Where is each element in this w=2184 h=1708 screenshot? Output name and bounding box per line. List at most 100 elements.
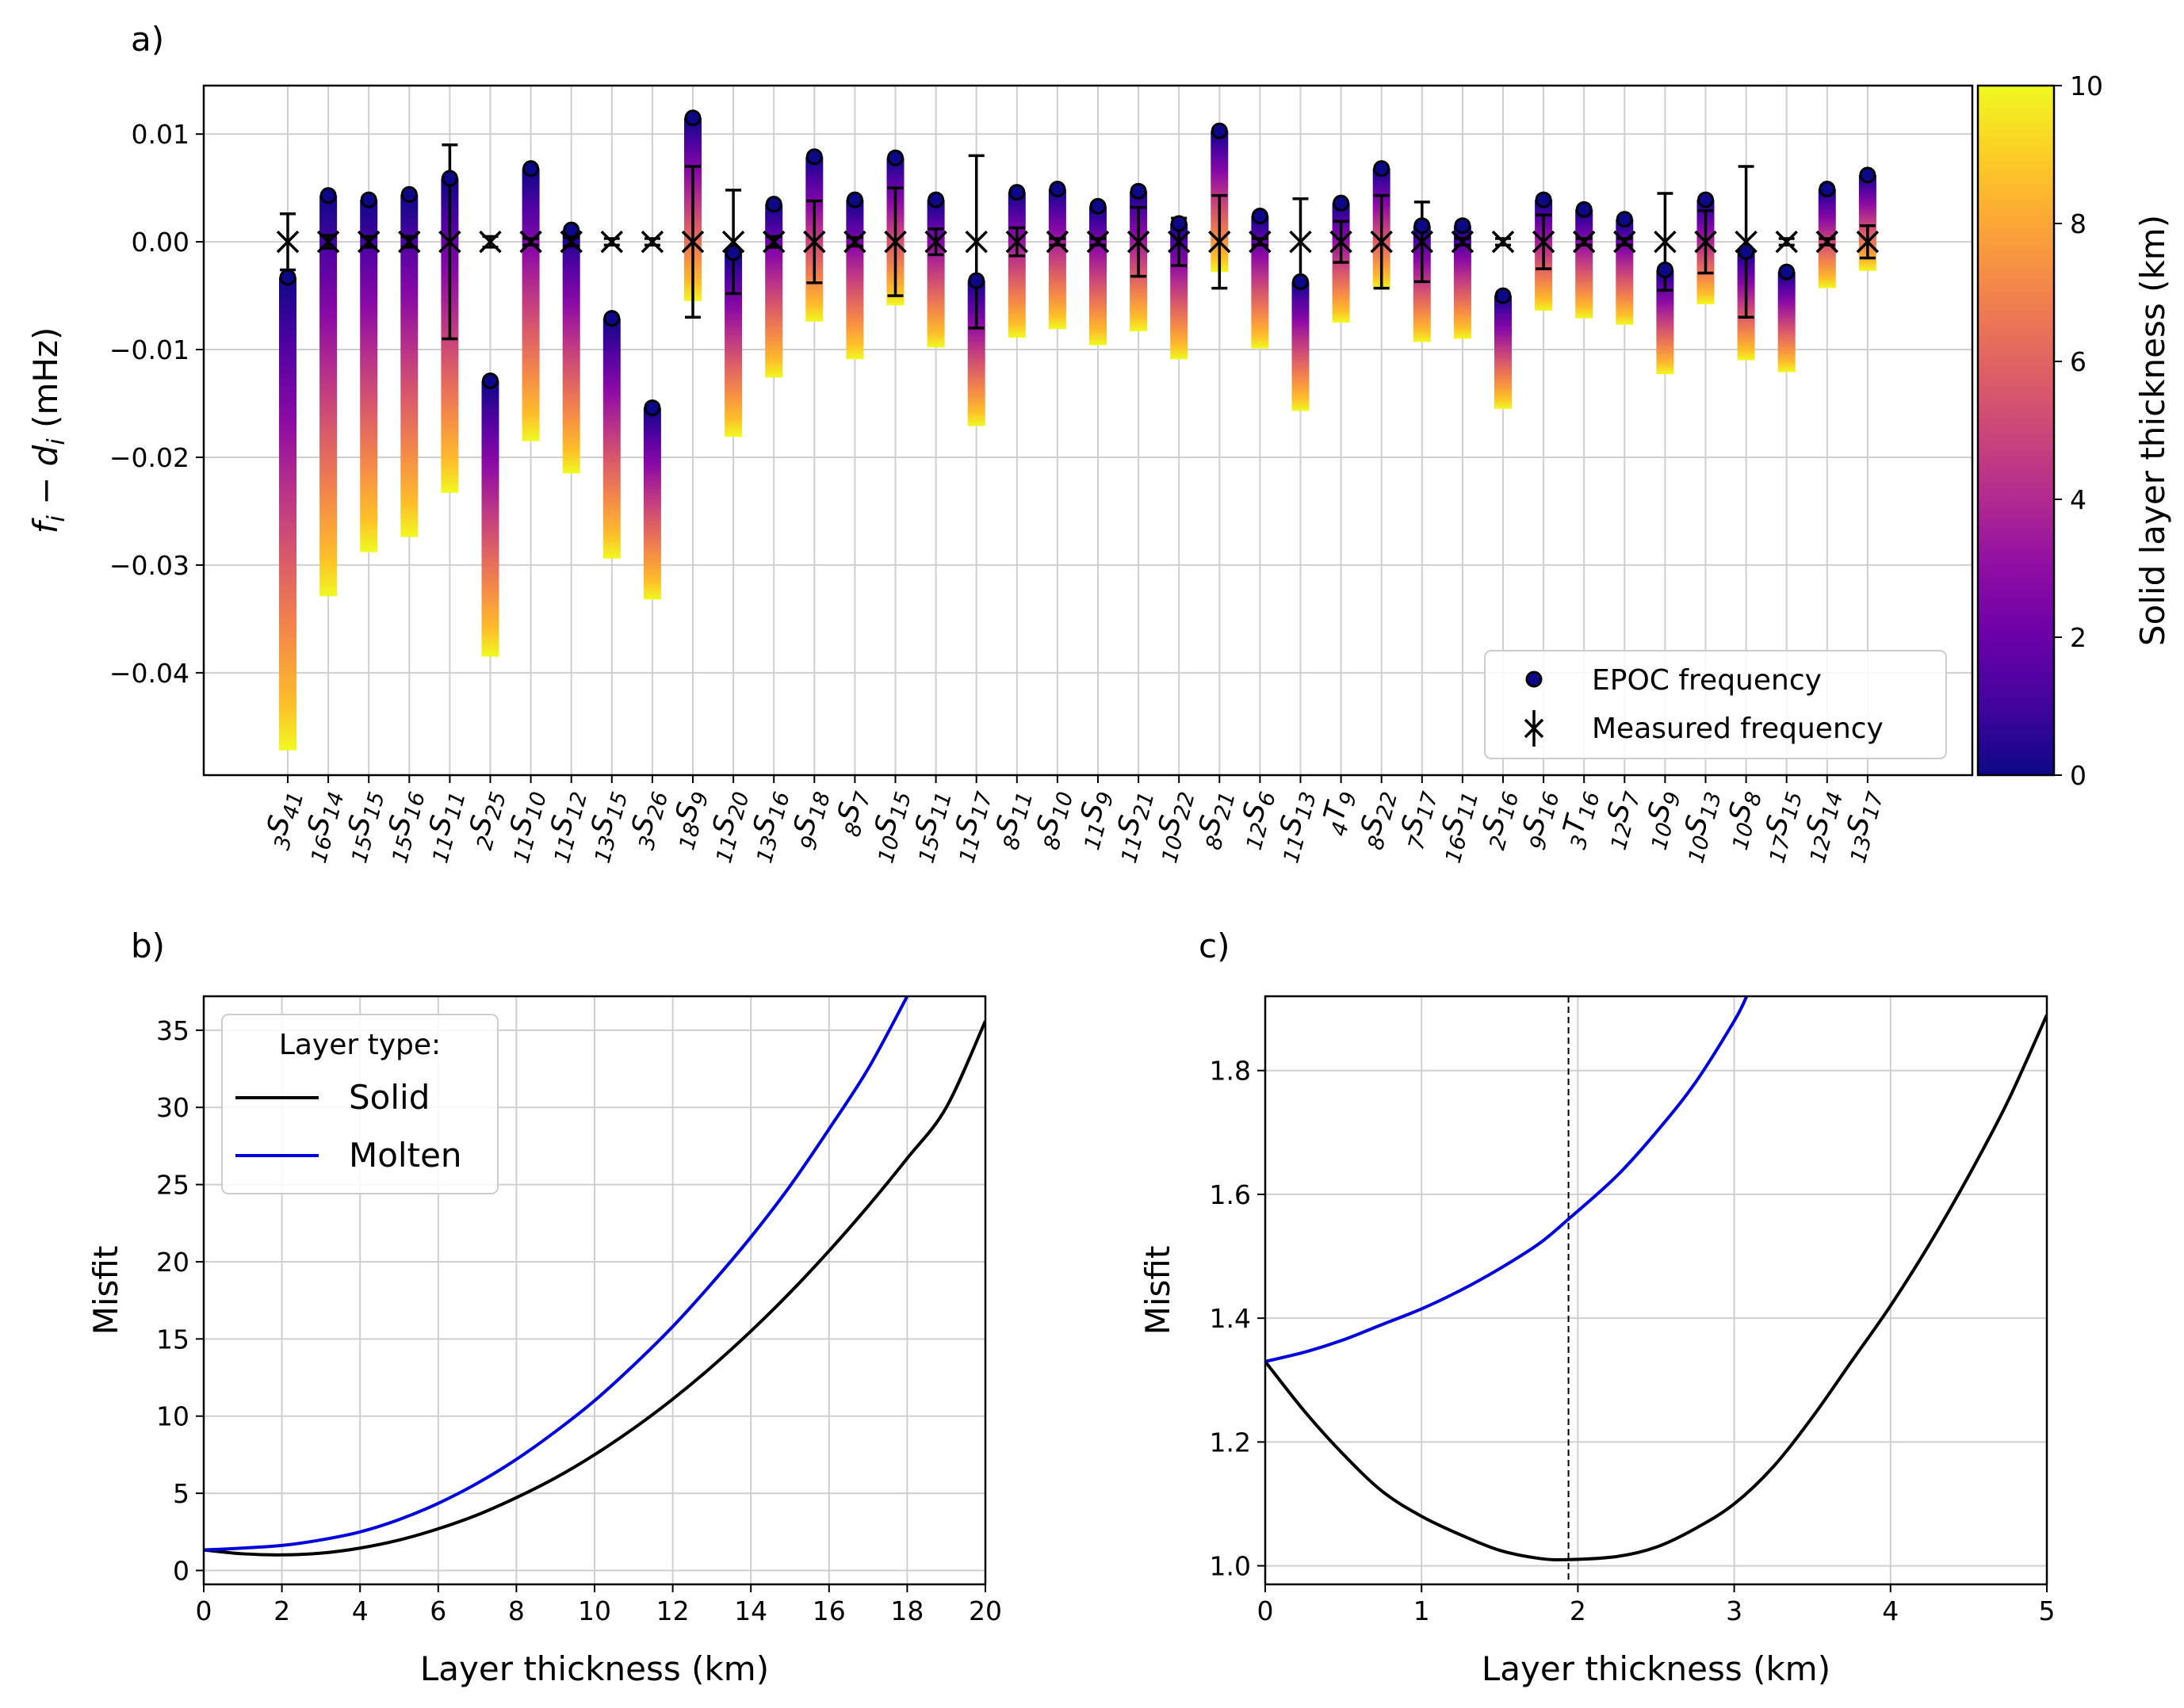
x-tick-label-group: 8S21 — [1193, 789, 1241, 853]
x-tick-label: 14 — [734, 1595, 767, 1626]
epoc-range-bar — [1089, 206, 1107, 346]
x-tick-label: 15S15 — [335, 786, 390, 866]
mode-post: 15 — [885, 789, 916, 822]
epoc-point — [1535, 191, 1552, 208]
y-tick-label: 15 — [156, 1324, 189, 1355]
epoc-point — [684, 109, 702, 127]
x-tick-label: 10 — [578, 1595, 611, 1626]
epoc-range-bar — [1575, 209, 1593, 319]
mode-post: 17 — [1858, 789, 1889, 822]
mode-post: 16 — [1574, 789, 1605, 822]
epoc-range-bar — [1251, 216, 1269, 349]
x-tick-label: 9S16 — [1513, 786, 1565, 853]
panel-a-bars — [279, 117, 1876, 751]
epoc-point — [1130, 182, 1147, 200]
measured-x-marker — [762, 230, 786, 254]
panel-c-ticks: 0 1 2 3 4 5 1.0 1.2 1.4 1.6 1.8 — [1210, 1056, 2056, 1626]
x-tick-label: 4T9 — [1314, 786, 1362, 839]
epoc-point — [887, 149, 904, 166]
x-tick-label: 20 — [969, 1595, 1002, 1626]
panel-a-legend: EPOC frequency Measured frequency — [1484, 650, 1947, 759]
epoc-range-bar — [400, 194, 419, 537]
measured-x-marker — [1491, 230, 1515, 254]
x-tick-label-group: 13S16 — [747, 789, 794, 865]
measured-x-marker — [1856, 230, 1880, 254]
epoc-point — [928, 191, 945, 208]
measured-x-marker — [1249, 230, 1272, 254]
x-tick-label: 18 — [890, 1595, 924, 1626]
epoc-range-bar — [319, 195, 338, 597]
x-tick-label-group: 11S13 — [1267, 786, 1321, 866]
mode-post: 11 — [1453, 789, 1484, 822]
y-tick-label: 35 — [156, 1015, 189, 1046]
mode-post: 10 — [1048, 789, 1079, 822]
epoc-point — [1373, 160, 1390, 178]
mode-post: 21 — [1210, 789, 1241, 822]
x-tick-label-group: 8S7 — [828, 786, 876, 839]
mode-post: 15 — [602, 789, 633, 822]
panel-b-legend-box — [221, 1014, 499, 1194]
measured-x-marker — [1572, 230, 1596, 254]
mode-post: 17 — [966, 789, 997, 822]
epoc-range-bar — [602, 318, 621, 559]
x-tick-label: 8S10 — [1027, 786, 1079, 853]
epoc-point — [1778, 263, 1796, 281]
mode-post: 14 — [1817, 789, 1848, 822]
epoc-range-bar — [1777, 272, 1796, 373]
y-tick-label: 0.01 — [132, 119, 189, 150]
y-tick-label: −0.01 — [109, 334, 189, 365]
y-tick-label: 10 — [156, 1401, 189, 1432]
measured-x-marker — [1654, 230, 1677, 254]
measured-x-marker — [1775, 230, 1798, 254]
measured-x-marker — [519, 230, 542, 254]
y-tick-label: 25 — [156, 1170, 189, 1201]
epoc-point — [1089, 197, 1107, 215]
epoc-point — [1859, 166, 1876, 184]
x-tick-label: 1 — [1413, 1595, 1430, 1626]
panel-b-legend-title: Layer type: — [279, 1029, 441, 1061]
x-tick-label-group: 3S41 — [261, 789, 308, 853]
mode-post: 11 — [440, 789, 471, 822]
x-tick-label: 8 — [508, 1595, 525, 1626]
epoc-point — [1170, 215, 1188, 232]
panel-label-c: c) — [1199, 927, 1230, 965]
measured-x-marker — [316, 230, 340, 254]
panel-b-legend: Layer type: Solid Molten — [221, 1014, 499, 1194]
epoc-range-bar — [1008, 192, 1026, 338]
panel-b-ticks: 0 2 4 6 8 10 12 14 16 18 20 0 5 10 15 20 25 30 35 — [156, 1015, 1002, 1626]
x-tick-label: 11S13 — [1267, 786, 1321, 866]
panel-a-legend-box — [1484, 650, 1947, 759]
x-tick-label: 4 — [1882, 1595, 1899, 1626]
measured-x-marker — [1046, 230, 1069, 254]
x-tick-label: 2 — [1570, 1595, 1586, 1626]
panel-a-y-label: fi − di (mHz) — [26, 327, 71, 534]
measured-x-marker — [641, 230, 664, 254]
epoc-point — [441, 170, 458, 187]
colorbar-tick-label: 2 — [2070, 622, 2086, 653]
y-tick-label: 20 — [156, 1247, 189, 1278]
measured-x-marker — [965, 230, 988, 254]
colorbar-tick-label: 10 — [2070, 71, 2103, 101]
y-tick-label: 1.0 — [1210, 1551, 1251, 1582]
panel-c-line-chart: 0 1 2 3 4 5 1.0 1.2 1.4 1.6 1.8 Layer thickness (k… — [1138, 995, 2056, 1688]
measured-x-marker — [1370, 230, 1393, 254]
x-tick-label-group: 13S15 — [585, 789, 633, 865]
mode-post: 14 — [319, 789, 350, 822]
panel-a-x-ticks: 3S4116S1415S1515S1611S112S2511S1011S1213… — [261, 775, 1889, 866]
colorbar-ticks: 0 2 4 6 8 10 — [2054, 71, 2103, 791]
y-tick-label: 30 — [156, 1092, 189, 1123]
x-tick-label: 8S7 — [828, 786, 876, 839]
panel-c-grid — [1264, 996, 2048, 1584]
y-tick-label: 0 — [173, 1555, 189, 1586]
panel-label-b: b) — [131, 927, 165, 965]
x-tick-label-group: 17S15 — [1760, 789, 1807, 865]
panel-b-lines — [204, 996, 985, 1557]
mode-post: 21 — [1129, 789, 1160, 822]
epoc-range-bar — [360, 200, 378, 552]
x-tick-label-group: 9S16 — [1513, 786, 1565, 853]
x-tick-label: 12S14 — [1793, 786, 1848, 866]
panel-a-marks — [276, 109, 1880, 416]
mode-post: 12 — [561, 789, 592, 822]
measured-x-marker — [1329, 230, 1352, 254]
y-tick-label: 1.4 — [1210, 1303, 1251, 1334]
